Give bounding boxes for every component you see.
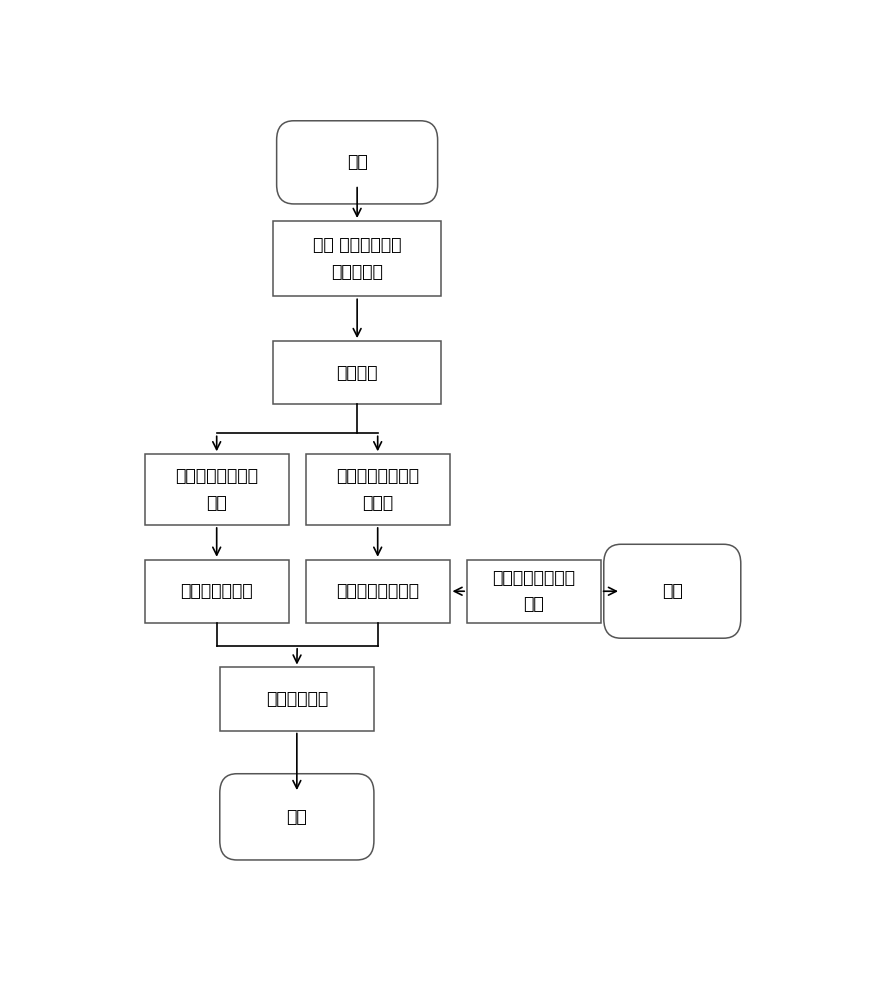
FancyBboxPatch shape: [277, 121, 438, 204]
Text: 结束: 结束: [662, 582, 682, 600]
FancyBboxPatch shape: [145, 454, 288, 525]
FancyBboxPatch shape: [467, 560, 601, 623]
FancyBboxPatch shape: [306, 560, 450, 623]
Text: 结束: 结束: [286, 808, 308, 826]
Text: 模型训练: 模型训练: [337, 364, 377, 382]
FancyBboxPatch shape: [220, 774, 374, 860]
Text: 开始: 开始: [347, 153, 368, 171]
FancyBboxPatch shape: [306, 454, 450, 525]
FancyBboxPatch shape: [604, 544, 741, 638]
FancyBboxPatch shape: [145, 560, 288, 623]
Text: 预估未来区域电网
负荷量: 预估未来区域电网 负荷量: [336, 467, 419, 512]
FancyBboxPatch shape: [220, 667, 374, 731]
Text: 建议 区域电动汽车
需求侧模型: 建议 区域电动汽车 需求侧模型: [313, 236, 401, 281]
Text: 预估未来电动汽车
数量: 预估未来电动汽车 数量: [175, 467, 258, 512]
FancyBboxPatch shape: [273, 341, 441, 404]
Text: 区域电网柔性负荷
调度: 区域电网柔性负荷 调度: [492, 569, 575, 613]
Text: 离散充电桩建设: 离散充电桩建设: [180, 582, 253, 600]
FancyBboxPatch shape: [273, 221, 441, 296]
Text: 区域储能设备建设: 区域储能设备建设: [336, 582, 419, 600]
Text: 电动汽车充电: 电动汽车充电: [266, 690, 328, 708]
